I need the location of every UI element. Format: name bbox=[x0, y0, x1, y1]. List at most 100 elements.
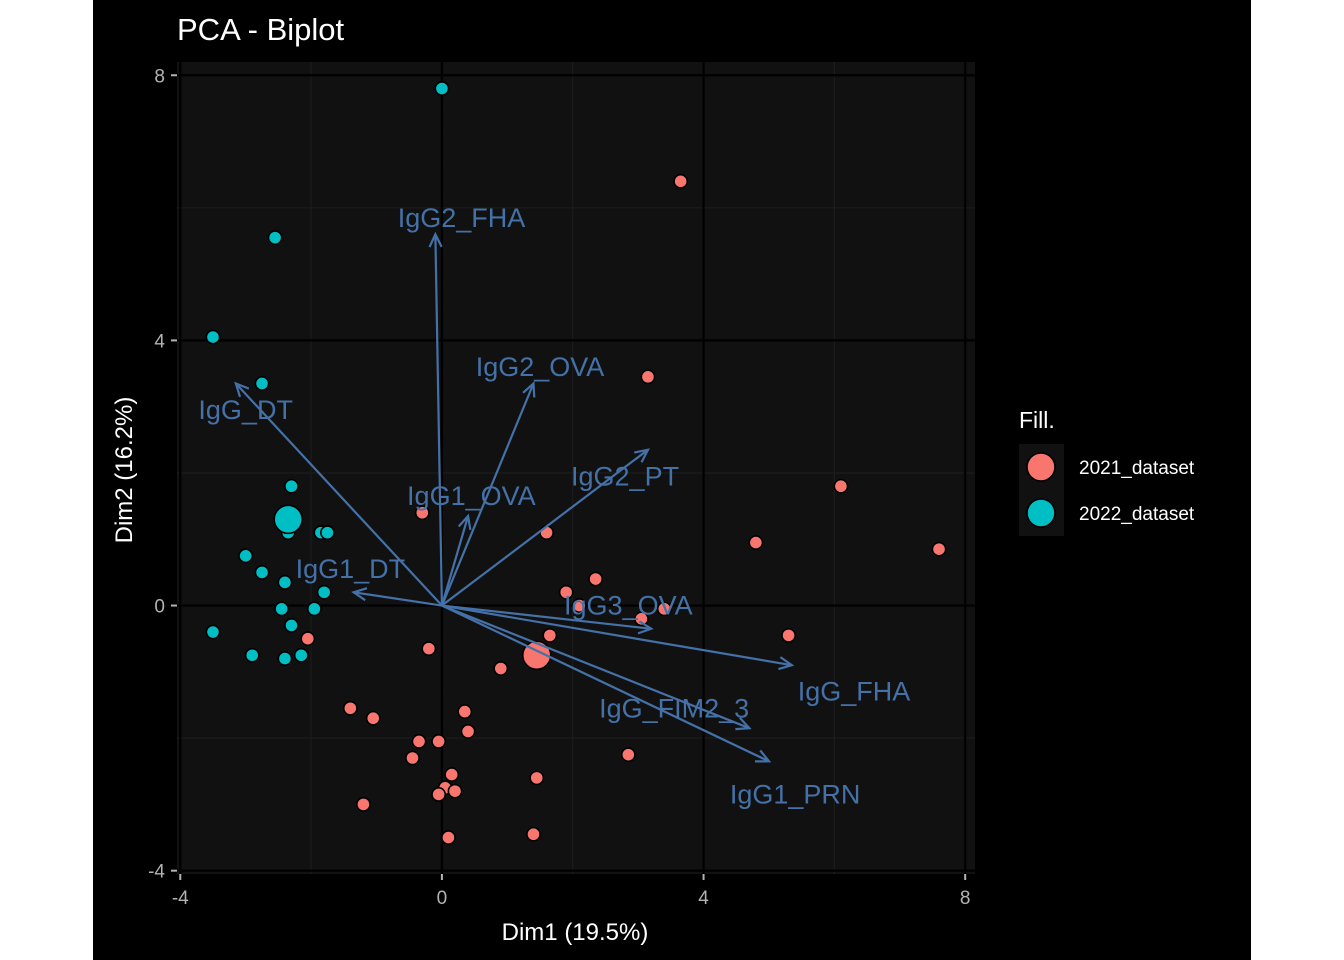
variable-arrow bbox=[441, 604, 793, 667]
data-point bbox=[205, 329, 221, 345]
variable-label: IgG3_OVA bbox=[564, 591, 693, 621]
variable-label: IgG_DT bbox=[198, 395, 293, 425]
arrow-head bbox=[778, 656, 795, 671]
variable-arrow bbox=[441, 604, 750, 730]
y-tick-label: 0 bbox=[154, 597, 165, 618]
data-point bbox=[356, 797, 371, 812]
data-point bbox=[447, 783, 463, 799]
x-tick-label: -4 bbox=[172, 888, 189, 909]
variable-arrow bbox=[353, 591, 443, 607]
x-tick-label: 8 bbox=[960, 888, 971, 909]
legend-keys: 2021_dataset 2022_dataset bbox=[1026, 452, 1195, 528]
data-point bbox=[748, 535, 764, 550]
legend-entry-label: 2021_dataset bbox=[1079, 458, 1195, 479]
data-point bbox=[254, 376, 270, 391]
variable-label: IgG1_PRN bbox=[730, 779, 861, 809]
legend-title: Fill. bbox=[1019, 407, 1055, 433]
data-point bbox=[405, 750, 420, 766]
data-point bbox=[244, 647, 260, 663]
data-point bbox=[781, 627, 796, 643]
data-point bbox=[267, 230, 283, 246]
data-point bbox=[529, 770, 545, 786]
data-point bbox=[539, 525, 554, 541]
chart-title: PCA - Biplot bbox=[177, 12, 345, 47]
arrow-head bbox=[634, 448, 650, 463]
y-tick-label: 8 bbox=[154, 66, 165, 87]
variable-arrow bbox=[441, 604, 770, 763]
variable-arrow bbox=[441, 604, 652, 630]
arrow-head bbox=[351, 587, 368, 602]
variable-arrow bbox=[235, 382, 443, 607]
data-point bbox=[306, 601, 322, 617]
data-point bbox=[238, 548, 254, 564]
data-point bbox=[284, 618, 299, 633]
data-point bbox=[431, 787, 447, 802]
data-point bbox=[316, 584, 332, 600]
data-point bbox=[571, 598, 587, 613]
figure-background: -4 0 4 8 -4 0 4 8 IgG2_FHA IgG2_OVA IgG_DT IgG2_PT… bbox=[93, 0, 1251, 960]
arrow-head bbox=[637, 620, 654, 635]
data-point bbox=[833, 478, 849, 494]
arrow-head bbox=[234, 381, 250, 398]
data-point bbox=[277, 651, 293, 666]
arrow-head bbox=[522, 381, 536, 398]
data-point bbox=[300, 631, 316, 647]
arrow-head bbox=[735, 717, 752, 731]
data-point bbox=[421, 641, 437, 657]
variable-arrows bbox=[234, 231, 795, 763]
data-point bbox=[640, 369, 656, 385]
data-point bbox=[493, 661, 509, 676]
data-point bbox=[673, 173, 689, 189]
data-point bbox=[254, 565, 270, 580]
variable-arrow bbox=[440, 383, 535, 606]
data-point bbox=[588, 571, 604, 587]
data-point bbox=[434, 81, 450, 96]
data-point bbox=[277, 574, 293, 590]
legend-key-marker bbox=[1026, 498, 1056, 528]
variable-label: IgG1_OVA bbox=[407, 481, 536, 511]
data-point bbox=[441, 830, 456, 845]
legend-entry-label: 2022_dataset bbox=[1079, 504, 1195, 525]
y-axis-label: Dim2 (16.2%) bbox=[111, 397, 138, 544]
variable-arrow bbox=[440, 515, 470, 606]
variable-label: IgG_FHA bbox=[798, 677, 911, 707]
variable-label: IgG2_FHA bbox=[398, 203, 526, 233]
x-axis-label: Dim1 (19.5%) bbox=[502, 919, 649, 946]
y-tick-label: -4 bbox=[148, 862, 165, 883]
data-point bbox=[414, 505, 430, 521]
data-point bbox=[274, 601, 290, 617]
x-tick-label: 0 bbox=[437, 888, 448, 909]
arrow-head bbox=[457, 513, 472, 531]
data-point bbox=[444, 767, 460, 782]
data-point bbox=[620, 747, 636, 763]
pca-biplot-chart: -4 0 4 8 -4 0 4 8 IgG2_FHA IgG2_OVA IgG_DT IgG2_PT… bbox=[111, 12, 1195, 946]
data-point bbox=[457, 704, 473, 719]
data-point bbox=[542, 627, 558, 643]
data-point bbox=[431, 734, 447, 749]
data-point bbox=[365, 710, 381, 726]
data-point bbox=[656, 601, 672, 617]
variable-label: IgG_FIM2_3 bbox=[599, 693, 749, 723]
variable-arrow bbox=[434, 234, 444, 606]
data-point bbox=[293, 647, 309, 663]
variable-label: IgG1_DT bbox=[296, 554, 406, 584]
variable-arrow bbox=[441, 448, 649, 607]
data-point bbox=[526, 826, 541, 842]
arrow-head bbox=[428, 231, 443, 248]
data-point bbox=[411, 734, 427, 749]
arrow-head bbox=[754, 749, 772, 763]
data-point bbox=[931, 541, 947, 557]
data-point bbox=[558, 584, 574, 600]
minor-gridlines bbox=[177, 62, 975, 874]
variable-labels: IgG2_FHA IgG2_OVA IgG_DT IgG2_PT IgG1_OVA IgG… bbox=[198, 203, 910, 810]
data-point bbox=[320, 525, 335, 541]
axis-ticks: -4 0 4 8 -4 0 4 8 bbox=[148, 66, 970, 909]
variable-label: IgG2_PT bbox=[571, 461, 679, 491]
data-point bbox=[284, 478, 299, 494]
legend-key-marker bbox=[1026, 452, 1056, 482]
variable-label: IgG2_OVA bbox=[476, 352, 605, 382]
data-point bbox=[342, 700, 358, 716]
y-tick-label: 4 bbox=[154, 331, 165, 352]
x-tick-label: 4 bbox=[698, 888, 709, 909]
legend: Fill. 2021_dataset 2022_dataset bbox=[1019, 407, 1195, 536]
